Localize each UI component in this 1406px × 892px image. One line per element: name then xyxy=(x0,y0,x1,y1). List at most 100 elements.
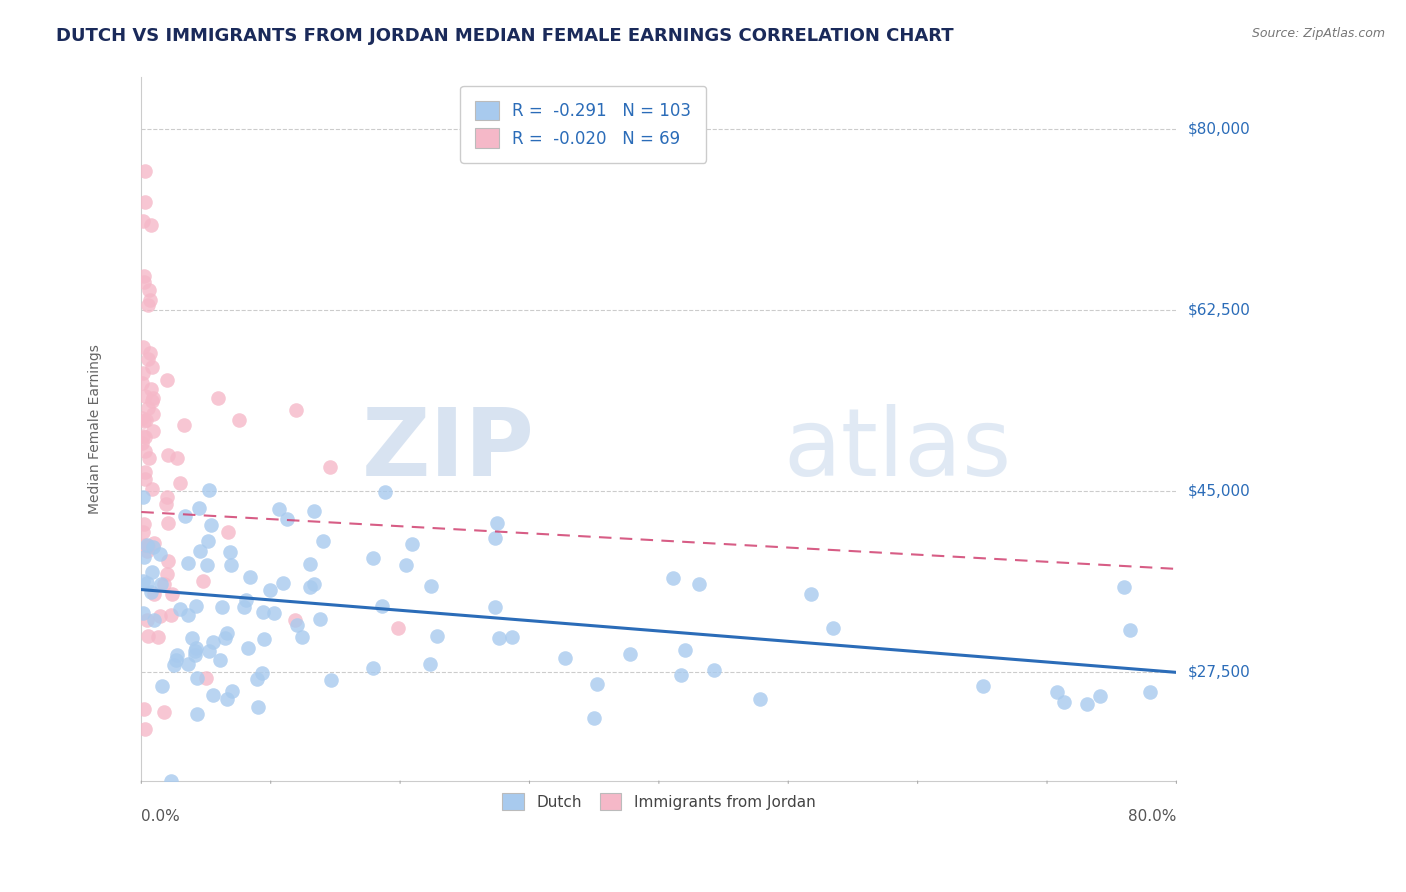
Point xyxy=(149,609,172,624)
Point xyxy=(233,600,256,615)
Point xyxy=(141,360,163,375)
Point xyxy=(263,606,285,620)
Point xyxy=(800,587,823,601)
Point xyxy=(662,571,685,585)
Point xyxy=(298,557,321,571)
Point xyxy=(276,512,298,526)
Point xyxy=(153,577,176,591)
Point xyxy=(138,283,160,297)
Text: 0.0%: 0.0% xyxy=(142,809,180,824)
Point xyxy=(214,631,236,645)
Point xyxy=(267,502,290,516)
Point xyxy=(149,547,172,561)
Point xyxy=(142,536,165,550)
Point xyxy=(363,661,385,675)
Point xyxy=(143,614,166,628)
Point xyxy=(284,402,307,417)
Point xyxy=(188,544,211,558)
Point xyxy=(135,543,157,558)
Point xyxy=(142,587,165,601)
Point xyxy=(195,558,218,572)
Point xyxy=(217,692,239,706)
Point xyxy=(361,550,384,565)
Point xyxy=(619,648,641,662)
Point xyxy=(132,606,155,620)
Point xyxy=(155,497,177,511)
Point xyxy=(134,723,156,737)
Point xyxy=(485,516,508,530)
Point xyxy=(198,643,221,657)
Point xyxy=(209,653,232,667)
Point xyxy=(271,576,294,591)
Point xyxy=(166,450,188,465)
Point xyxy=(136,351,159,366)
Point xyxy=(136,629,159,643)
Point xyxy=(1046,685,1069,699)
Point xyxy=(972,679,994,693)
Point xyxy=(253,632,276,646)
Point xyxy=(1052,695,1074,709)
Point xyxy=(183,644,205,658)
Point xyxy=(1139,684,1161,698)
Point xyxy=(298,580,321,594)
Point xyxy=(132,549,155,564)
Point xyxy=(160,587,183,601)
Point xyxy=(134,269,156,284)
Point xyxy=(139,585,162,599)
Point xyxy=(201,688,224,702)
Point xyxy=(401,537,423,551)
Point xyxy=(156,516,179,531)
Point xyxy=(304,504,326,518)
Text: DUTCH VS IMMIGRANTS FROM JORDAN MEDIAN FEMALE EARNINGS CORRELATION CHART: DUTCH VS IMMIGRANTS FROM JORDAN MEDIAN F… xyxy=(56,27,953,45)
Point xyxy=(132,701,155,715)
Point xyxy=(484,531,506,545)
Point xyxy=(132,340,155,354)
Point xyxy=(169,475,191,490)
Point xyxy=(131,435,153,450)
Point xyxy=(191,574,214,589)
Point xyxy=(138,451,160,466)
Point xyxy=(142,425,165,439)
Point xyxy=(139,218,162,232)
Point xyxy=(319,459,342,474)
Point xyxy=(221,684,243,698)
Point xyxy=(370,599,392,613)
Point xyxy=(187,500,209,515)
Point xyxy=(135,614,157,628)
Point xyxy=(134,414,156,428)
Point xyxy=(160,608,183,623)
Point xyxy=(749,691,772,706)
Point xyxy=(141,566,163,580)
Point xyxy=(173,417,195,432)
Point xyxy=(138,540,160,554)
Point xyxy=(131,410,153,425)
Text: atlas: atlas xyxy=(783,404,1011,496)
Point xyxy=(139,346,162,360)
Point xyxy=(132,214,155,228)
Point xyxy=(153,706,176,720)
Point xyxy=(1088,689,1111,703)
Point xyxy=(132,429,155,443)
Point xyxy=(173,508,195,523)
Point xyxy=(150,679,173,693)
Point xyxy=(177,657,200,671)
Point xyxy=(181,631,204,645)
Point xyxy=(132,366,155,380)
Point xyxy=(156,373,179,387)
Point xyxy=(131,376,153,391)
Point xyxy=(291,630,314,644)
Point xyxy=(1119,623,1142,637)
Point xyxy=(239,570,262,584)
Point xyxy=(309,611,332,625)
Point xyxy=(236,641,259,656)
Text: $62,500: $62,500 xyxy=(1188,302,1250,318)
Point xyxy=(247,700,270,714)
Point xyxy=(219,558,242,572)
Point xyxy=(207,391,229,405)
Point xyxy=(134,443,156,458)
Point xyxy=(197,483,219,497)
Point xyxy=(156,567,179,582)
Point xyxy=(131,490,153,504)
Point xyxy=(259,582,281,597)
Point xyxy=(146,630,169,644)
